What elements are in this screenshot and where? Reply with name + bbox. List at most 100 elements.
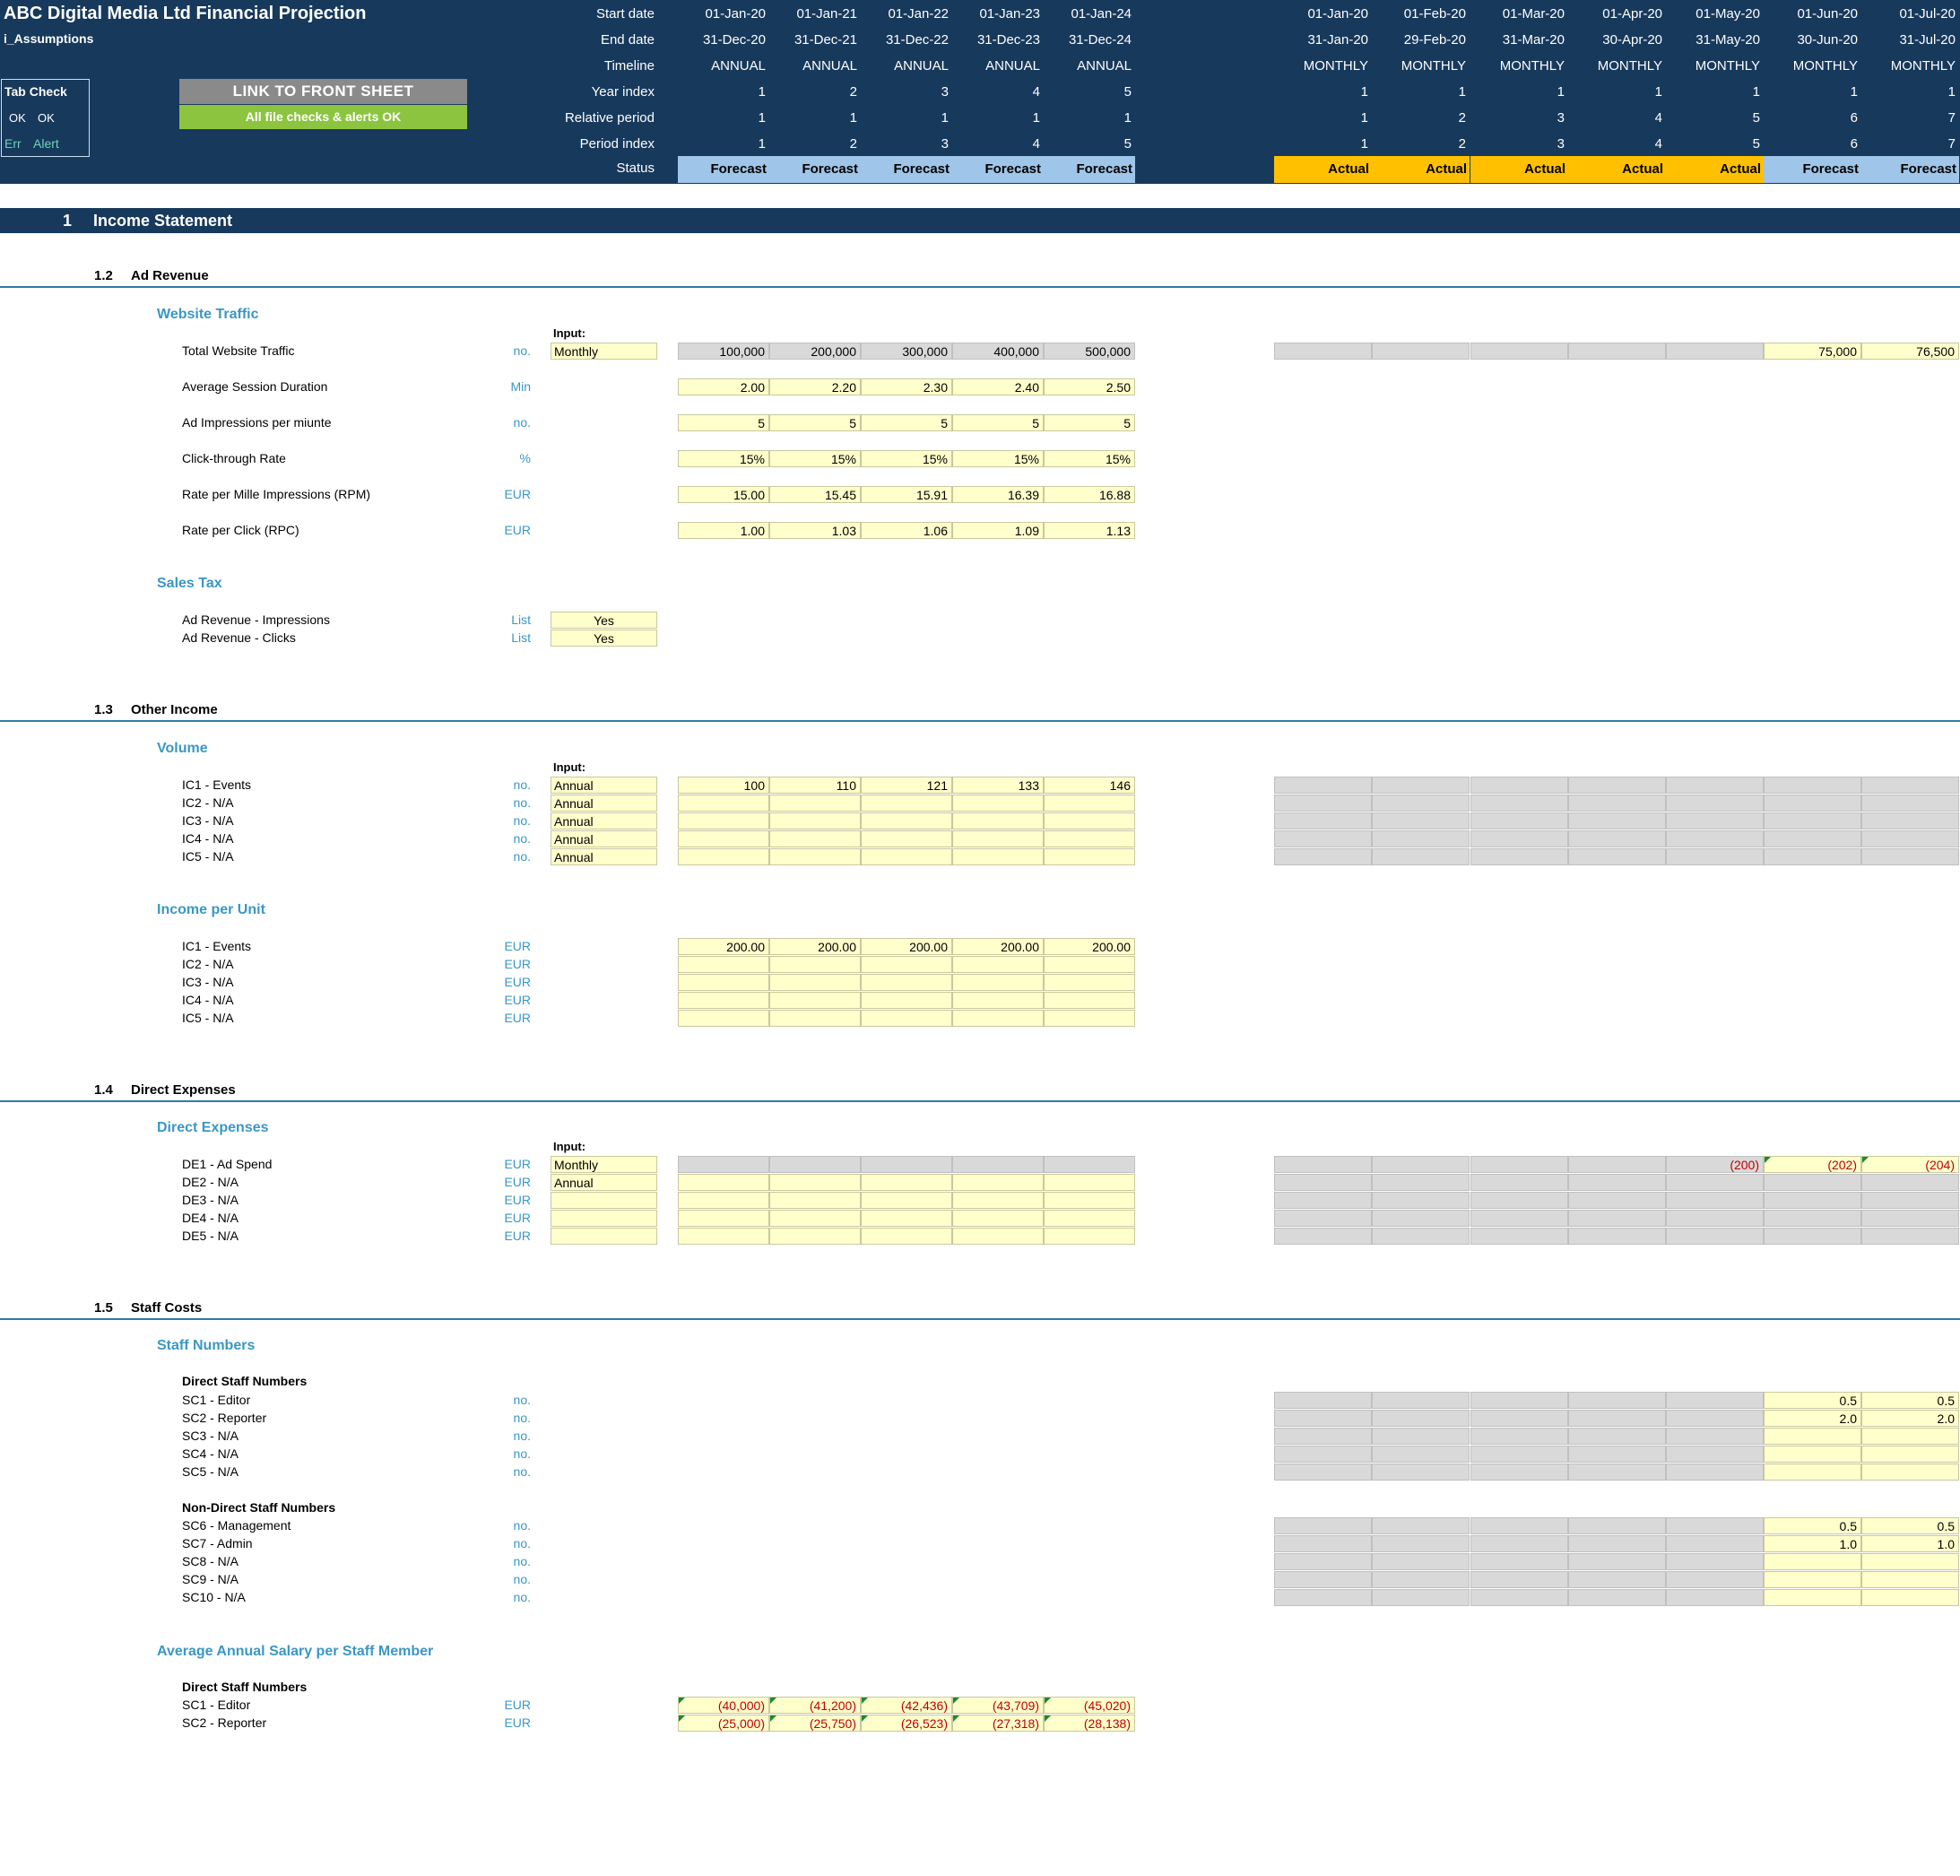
monthly-cell[interactable] (1372, 830, 1470, 847)
annual-cell[interactable] (952, 956, 1044, 973)
annual-cell[interactable]: 2.20 (769, 378, 861, 395)
salary-cell[interactable]: (45,020) (1044, 1697, 1135, 1714)
monthly-cell[interactable] (1568, 343, 1666, 360)
monthly-cell[interactable] (1764, 1428, 1861, 1445)
annual-cell[interactable] (769, 1192, 861, 1209)
annual-cell[interactable] (952, 795, 1044, 812)
monthly-cell[interactable] (1568, 1392, 1666, 1409)
monthly-cell[interactable]: (200) (1666, 1156, 1764, 1173)
annual-cell[interactable] (678, 830, 769, 847)
annual-cell[interactable] (861, 992, 952, 1009)
monthly-cell[interactable] (1470, 1553, 1568, 1570)
monthly-cell[interactable] (1666, 1228, 1764, 1245)
monthly-cell[interactable] (1372, 1228, 1470, 1245)
monthly-cell[interactable] (1568, 1228, 1666, 1245)
annual-cell[interactable] (678, 1228, 769, 1245)
annual-cell[interactable] (678, 795, 769, 812)
monthly-cell[interactable] (1372, 1174, 1470, 1191)
annual-cell[interactable] (769, 956, 861, 973)
monthly-cell[interactable] (1861, 1428, 1959, 1445)
annual-cell[interactable] (678, 1156, 769, 1173)
monthly-cell[interactable] (1666, 777, 1764, 794)
annual-cell[interactable] (861, 1228, 952, 1245)
annual-cell[interactable] (769, 795, 861, 812)
annual-cell[interactable]: 400,000 (952, 343, 1044, 360)
annual-cell[interactable] (952, 1010, 1044, 1027)
monthly-cell[interactable] (1470, 1446, 1568, 1463)
monthly-cell[interactable] (1274, 1428, 1372, 1445)
salary-cell[interactable]: (43,709) (952, 1697, 1044, 1714)
monthly-cell[interactable] (1470, 1174, 1568, 1191)
annual-cell[interactable] (1044, 848, 1135, 865)
annual-cell[interactable] (861, 830, 952, 847)
monthly-cell[interactable] (1372, 1410, 1470, 1427)
monthly-cell[interactable] (1568, 1446, 1666, 1463)
monthly-cell[interactable]: 76,500 (1861, 343, 1959, 360)
annual-cell[interactable] (1044, 1228, 1135, 1245)
monthly-cell[interactable] (1666, 812, 1764, 829)
annual-cell[interactable] (952, 1210, 1044, 1227)
monthly-cell[interactable] (1861, 1571, 1959, 1588)
monthly-cell[interactable] (1470, 795, 1568, 812)
monthly-cell[interactable] (1372, 343, 1470, 360)
annual-cell[interactable]: 500,000 (1044, 343, 1135, 360)
annual-cell[interactable]: 5 (769, 414, 861, 431)
annual-cell[interactable]: 15% (678, 450, 769, 467)
monthly-cell[interactable] (1666, 1210, 1764, 1227)
monthly-cell[interactable] (1470, 1156, 1568, 1173)
monthly-cell[interactable] (1764, 1210, 1861, 1227)
annual-cell[interactable]: 5 (861, 414, 952, 431)
monthly-cell[interactable] (1372, 1428, 1470, 1445)
monthly-cell[interactable] (1274, 1517, 1372, 1534)
monthly-cell[interactable]: (202) (1764, 1156, 1861, 1173)
monthly-cell[interactable] (1274, 343, 1372, 360)
monthly-cell[interactable] (1470, 1428, 1568, 1445)
monthly-cell[interactable] (1372, 1463, 1470, 1481)
monthly-cell[interactable] (1861, 1553, 1959, 1570)
annual-cell[interactable] (861, 812, 952, 829)
monthly-cell[interactable] (1568, 1571, 1666, 1588)
monthly-cell[interactable] (1372, 1156, 1470, 1173)
annual-cell[interactable] (861, 956, 952, 973)
monthly-cell[interactable] (1666, 1174, 1764, 1191)
monthly-cell[interactable]: 0.5 (1861, 1517, 1959, 1534)
monthly-cell[interactable] (1666, 1410, 1764, 1427)
monthly-cell[interactable] (1274, 1446, 1372, 1463)
annual-cell[interactable]: 5 (678, 414, 769, 431)
monthly-cell[interactable] (1861, 1589, 1959, 1606)
link-to-front-sheet-button[interactable]: LINK TO FRONT SHEET (179, 79, 467, 104)
salary-cell[interactable]: (25,750) (769, 1715, 861, 1732)
monthly-cell[interactable] (1274, 830, 1372, 847)
annual-cell[interactable] (678, 1192, 769, 1209)
annual-cell[interactable] (861, 1174, 952, 1191)
annual-cell[interactable] (1044, 1174, 1135, 1191)
annual-cell[interactable] (678, 1210, 769, 1227)
monthly-cell[interactable] (1470, 777, 1568, 794)
annual-cell[interactable] (678, 992, 769, 1009)
annual-cell[interactable]: 2.30 (861, 378, 952, 395)
monthly-cell[interactable] (1666, 1463, 1764, 1481)
annual-cell[interactable] (952, 1228, 1044, 1245)
monthly-cell[interactable] (1274, 777, 1372, 794)
monthly-cell[interactable] (1372, 1392, 1470, 1409)
annual-cell[interactable] (1044, 795, 1135, 812)
monthly-cell[interactable] (1764, 830, 1861, 847)
monthly-cell[interactable] (1568, 1463, 1666, 1481)
annual-cell[interactable] (1044, 956, 1135, 973)
monthly-cell[interactable] (1764, 1446, 1861, 1463)
monthly-cell[interactable] (1666, 343, 1764, 360)
annual-cell[interactable]: 110 (769, 777, 861, 794)
monthly-cell[interactable] (1764, 777, 1861, 794)
annual-cell[interactable] (1044, 992, 1135, 1009)
annual-cell[interactable] (952, 830, 1044, 847)
sales-tax-select[interactable]: Yes (551, 612, 657, 629)
monthly-cell[interactable] (1861, 1463, 1959, 1481)
monthly-cell[interactable] (1470, 1517, 1568, 1534)
monthly-cell[interactable] (1861, 777, 1959, 794)
monthly-cell[interactable] (1470, 1463, 1568, 1481)
monthly-cell[interactable] (1372, 795, 1470, 812)
monthly-cell[interactable] (1861, 812, 1959, 829)
salary-cell[interactable]: (40,000) (678, 1697, 769, 1714)
monthly-cell[interactable]: 75,000 (1764, 343, 1861, 360)
monthly-cell[interactable] (1470, 1535, 1568, 1552)
